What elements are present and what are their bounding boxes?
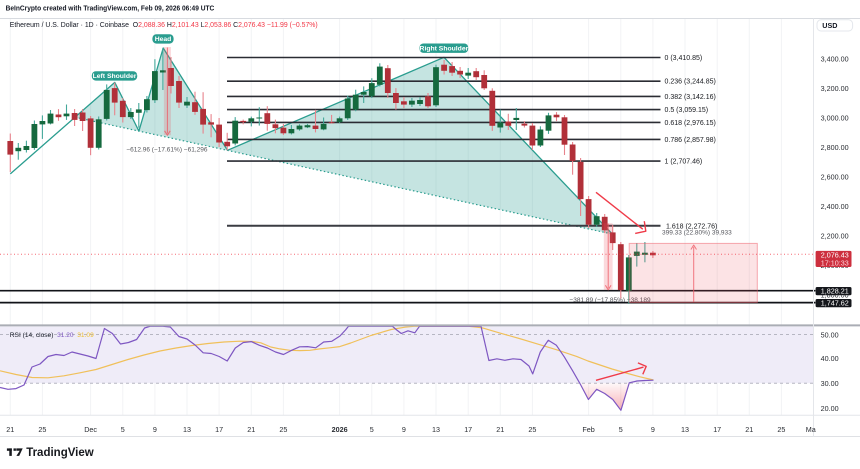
svg-text:13: 13 [681,425,689,434]
svg-text:17: 17 [215,425,223,434]
svg-text:2,600.00: 2,600.00 [821,172,849,181]
svg-text:0.786 (2,857.98): 0.786 (2,857.98) [665,137,716,144]
svg-text:13: 13 [432,425,440,434]
svg-text:25: 25 [528,425,536,434]
svg-text:17: 17 [713,425,721,434]
svg-text:2026: 2026 [332,425,348,434]
svg-text:0.618 (2,976.15): 0.618 (2,976.15) [665,120,716,127]
svg-text:TradingView: TradingView [26,447,94,459]
svg-text:Dec: Dec [84,425,97,434]
svg-text:9: 9 [153,425,157,434]
svg-text:0.236 (3,244.85): 0.236 (3,244.85) [665,79,716,86]
svg-text:0.382 (3,142.16): 0.382 (3,142.16) [665,94,716,101]
svg-text:Ethereum / U.S. Dollar · 1D ·: Ethereum / U.S. Dollar · 1D · Coinbase O… [10,22,318,29]
svg-text:25: 25 [38,425,46,434]
svg-text:2,200.00: 2,200.00 [821,231,849,240]
svg-text:Right Shoulder: Right Shoulder [420,46,469,53]
svg-text:21: 21 [496,425,504,434]
svg-text:5: 5 [370,425,374,434]
svg-text:Feb: Feb [582,425,594,434]
svg-text:3,200.00: 3,200.00 [821,84,849,93]
svg-text:USD: USD [822,21,837,30]
svg-text:0.5 (3,059.15): 0.5 (3,059.15) [665,107,709,114]
svg-text:Left Shoulder: Left Shoulder [93,73,137,80]
svg-text:2,400.00: 2,400.00 [821,202,849,211]
svg-text:13: 13 [183,425,191,434]
svg-text:25: 25 [279,425,287,434]
svg-text:2,076.43: 2,076.43 [821,251,849,260]
svg-text:50.00: 50.00 [821,331,839,340]
svg-text:RSI (14, close) 31.20 31.09: RSI (14, close) 31.20 31.09 [10,332,94,339]
svg-text:Head: Head [155,36,172,43]
svg-text:2,800.00: 2,800.00 [821,143,849,152]
svg-text:17:10:33: 17:10:33 [821,259,849,268]
svg-text:21: 21 [247,425,255,434]
svg-text:1,828.21: 1,828.21 [821,287,849,296]
svg-text:1,747.62: 1,747.62 [821,299,849,308]
svg-text:5: 5 [619,425,623,434]
svg-text:3,000.00: 3,000.00 [821,114,849,123]
svg-text:BeInCrypto created with Tradin: BeInCrypto created with TradingView.com,… [6,5,215,12]
svg-text:Ma: Ma [806,425,816,434]
svg-text:399.33 (22.80%) 39,933: 399.33 (22.80%) 39,933 [662,230,732,237]
svg-text:9: 9 [402,425,406,434]
svg-text:30.00: 30.00 [821,379,839,388]
svg-text:9: 9 [651,425,655,434]
svg-text:25: 25 [777,425,785,434]
svg-text:5: 5 [121,425,125,434]
svg-text:0 (3,410.85): 0 (3,410.85) [665,55,703,62]
svg-text:3,400.00: 3,400.00 [821,55,849,64]
svg-text:1 (2,707.46): 1 (2,707.46) [665,159,703,166]
svg-text:17: 17 [464,425,472,434]
svg-text:21: 21 [6,425,14,434]
svg-text:20.00: 20.00 [821,404,839,413]
svg-text:−381.89 (−17.85%) −38,189: −381.89 (−17.85%) −38,189 [569,297,651,304]
svg-text:1.618 (2,272.76): 1.618 (2,272.76) [666,223,717,230]
svg-text:40.00: 40.00 [821,354,839,363]
svg-text:−612.96 (−17.61%) −61,296: −612.96 (−17.61%) −61,296 [126,147,208,154]
svg-text:21: 21 [745,425,753,434]
